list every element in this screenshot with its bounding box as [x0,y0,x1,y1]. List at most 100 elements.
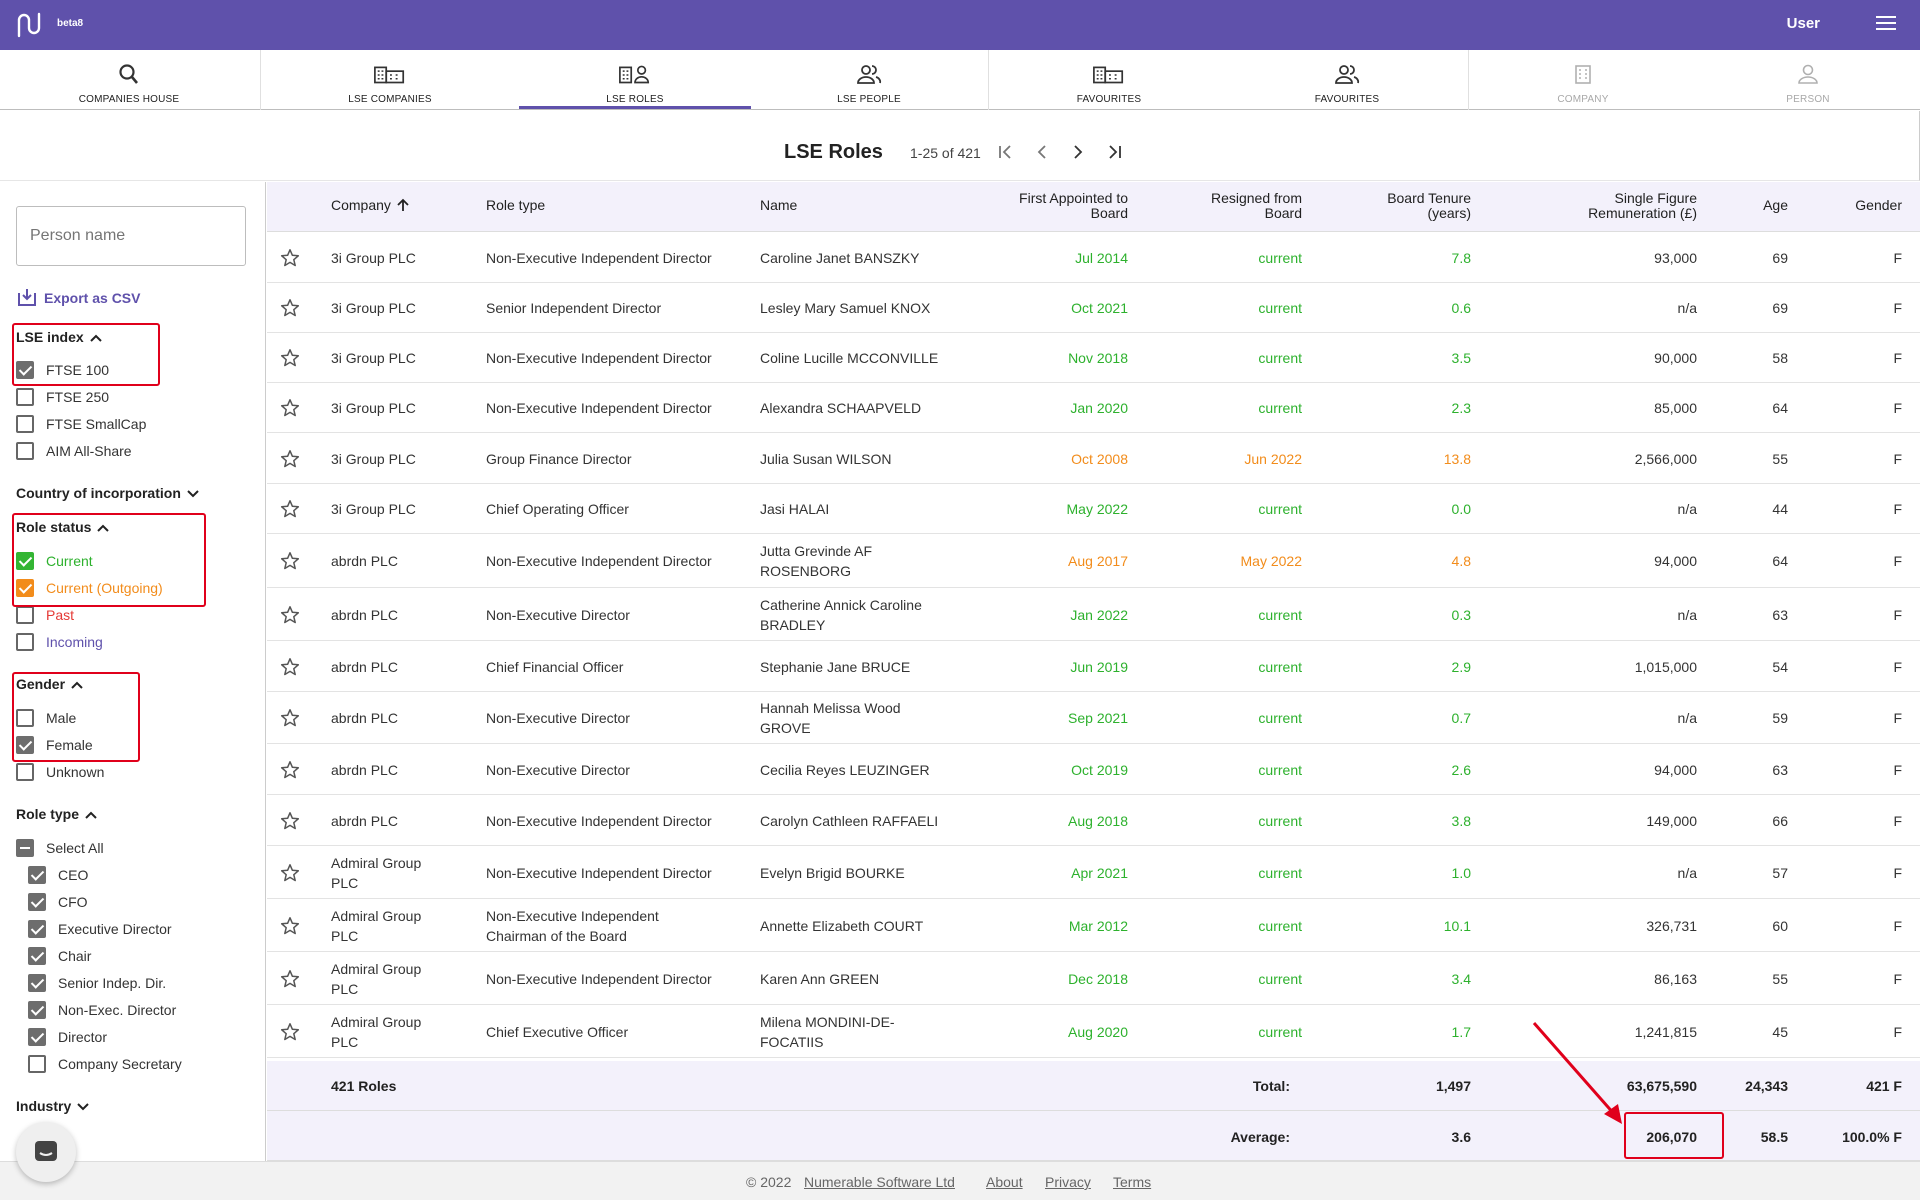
checkbox-unknown[interactable]: Unknown [16,763,104,785]
table-row[interactable]: 3i Group PLC Non-Executive Independent Di… [267,233,1920,283]
chat-launcher-button[interactable] [16,1122,76,1182]
checkbox-ftse-100[interactable]: FTSE 100 [16,361,109,383]
checkbox-current[interactable]: Current [16,552,93,574]
person-name-search[interactable] [16,206,246,266]
table-row[interactable]: 3i Group PLC Non-Executive Independent Di… [267,333,1920,383]
tab-lse-people[interactable]: LSE PEOPLE [751,50,987,110]
table-row[interactable]: 3i Group PLC Chief Operating Officer Jasi … [267,484,1920,534]
favourite-star-icon[interactable] [280,605,300,625]
checkbox-non-exec-director[interactable]: Non-Exec. Director [28,1001,176,1023]
checkbox-chair[interactable]: Chair [28,947,91,969]
table-row[interactable]: abrdn PLC Chief Financial Officer Stephani… [267,641,1920,692]
filter-role-type-header[interactable]: Role type [16,806,97,822]
export-csv-button[interactable]: Export as CSV [16,287,140,307]
tab-favourite-people[interactable]: FAVOURITES [1228,50,1466,110]
checkbox-cfo[interactable]: CFO [28,893,88,915]
favourite-star-icon[interactable] [280,398,300,418]
checkbox-aim-all-share[interactable]: AIM All-Share [16,442,132,464]
column-header-resigned[interactable]: Resigned from Board [1211,191,1302,221]
filter-industry-header[interactable]: Industry [16,1098,89,1114]
filter-role-status-header[interactable]: Role status [16,519,110,535]
cell-gender: F [1893,350,1902,366]
user-menu[interactable]: User [1786,15,1820,32]
favourite-star-icon[interactable] [280,551,300,571]
column-header-gender[interactable]: Gender [1855,197,1902,213]
table-row[interactable]: Admiral Group PLC Non-Executive Independen… [267,899,1920,952]
table-row[interactable]: 3i Group PLC Non-Executive Independent Di… [267,383,1920,433]
checkbox-ceo[interactable]: CEO [28,866,88,888]
filter-country-header[interactable]: Country of incorporation [16,485,199,501]
first-page-icon[interactable] [996,142,1016,162]
checkbox-box [16,415,34,433]
favourite-star-icon[interactable] [280,811,300,831]
column-header-company[interactable]: Company [331,198,410,213]
checkbox-current-outgoing[interactable]: Current (Outgoing) [16,579,163,601]
chevron-down-icon [77,1103,89,1111]
favourite-star-icon[interactable] [280,1022,300,1042]
next-page-icon[interactable] [1068,142,1088,162]
checkbox-ftse-smallcap[interactable]: FTSE SmallCap [16,415,146,437]
column-header-board-tenure[interactable]: Board Tenure (years) [1387,191,1471,221]
person-name-input[interactable] [17,207,245,265]
table-row[interactable]: abrdn PLC Non-Executive Independent Direc… [267,795,1920,846]
tab-person[interactable]: PERSON [1696,50,1920,110]
checkbox-select-all[interactable]: Select All [16,839,104,861]
table-row[interactable]: Admiral Group PLC Non-Executive Independen… [267,846,1920,899]
column-header-role-type[interactable]: Role type [486,197,546,213]
favourite-star-icon[interactable] [280,969,300,989]
hamburger-menu-icon[interactable] [1876,16,1896,34]
filter-lse-index-header[interactable]: LSE index [16,329,102,345]
cell-role: Non-Executive Independent Director [486,864,712,881]
checkbox-past[interactable]: Past [16,606,74,628]
favourite-star-icon[interactable] [280,916,300,936]
filter-gender-header[interactable]: Gender [16,676,83,692]
table-row[interactable]: abrdn PLC Non-Executive Independent Direc… [267,534,1920,588]
tab-favourite-companies[interactable]: FAVOURITES [990,50,1228,110]
favourite-star-icon[interactable] [280,863,300,883]
column-header-first-appointed[interactable]: First Appointed to Board [1019,191,1128,221]
table-row[interactable]: 3i Group PLC Senior Independent Director L… [267,283,1920,333]
column-header-age[interactable]: Age [1763,197,1788,213]
table-row[interactable]: Admiral Group PLC Non-Executive Independen… [267,952,1920,1005]
table-row[interactable]: Admiral Group PLC Chief Executive Officer M… [267,1005,1920,1058]
favourite-star-icon[interactable] [280,708,300,728]
checkbox-executive-director[interactable]: Executive Director [28,920,172,942]
checkbox-label: Female [46,737,93,753]
favourite-star-icon[interactable] [280,760,300,780]
cell-company: 3i Group PLC [331,300,416,316]
cell-role: Non-Executive Independent Director [486,250,712,266]
checkbox-incoming[interactable]: Incoming [16,633,103,655]
table-row[interactable]: abrdn PLC Non-Executive Director Catherine… [267,588,1920,641]
column-header-remuneration[interactable]: Single Figure Remuneration (£) [1588,191,1697,221]
cell-name: Evelyn Brigid BOURKE [760,864,905,881]
company-link[interactable]: Numerable Software Ltd [804,1174,955,1190]
table-row[interactable]: abrdn PLC Non-Executive Director Cecilia R… [267,744,1920,795]
privacy-link[interactable]: Privacy [1045,1174,1091,1190]
checkbox-ftse-250[interactable]: FTSE 250 [16,388,109,410]
tab-lse-roles[interactable]: LSE ROLES [519,50,751,110]
terms-link[interactable]: Terms [1113,1174,1152,1190]
favourite-star-icon[interactable] [280,657,300,677]
numerable-logo-icon[interactable] [16,12,46,38]
favourite-star-icon[interactable] [280,499,300,519]
tab-company[interactable]: COMPANY [1470,50,1696,110]
checkbox-female[interactable]: Female [16,736,93,758]
table-row[interactable]: abrdn PLC Non-Executive Director Hannah Me… [267,692,1920,744]
tab-companies-house[interactable]: COMPANIES HOUSE [0,50,258,110]
cell-role: Non-Executive Independent Director [486,553,712,569]
checkbox-senior-indep-dir[interactable]: Senior Indep. Dir. [28,974,166,996]
checkbox-director[interactable]: Director [28,1028,107,1050]
column-header-name[interactable]: Name [760,197,798,213]
favourite-star-icon[interactable] [280,298,300,318]
favourite-star-icon[interactable] [280,449,300,469]
previous-page-icon[interactable] [1032,142,1052,162]
favourite-star-icon[interactable] [280,348,300,368]
checkbox-company-secretary[interactable]: Company Secretary [28,1055,182,1077]
highlight-lse-index [12,323,160,386]
tab-lse-companies[interactable]: LSE COMPANIES [262,50,518,110]
favourite-star-icon[interactable] [280,248,300,268]
last-page-icon[interactable] [1104,142,1124,162]
checkbox-male[interactable]: Male [16,709,76,731]
table-row[interactable]: 3i Group PLC Group Finance Director Julia … [267,433,1920,484]
about-link[interactable]: About [986,1174,1023,1190]
